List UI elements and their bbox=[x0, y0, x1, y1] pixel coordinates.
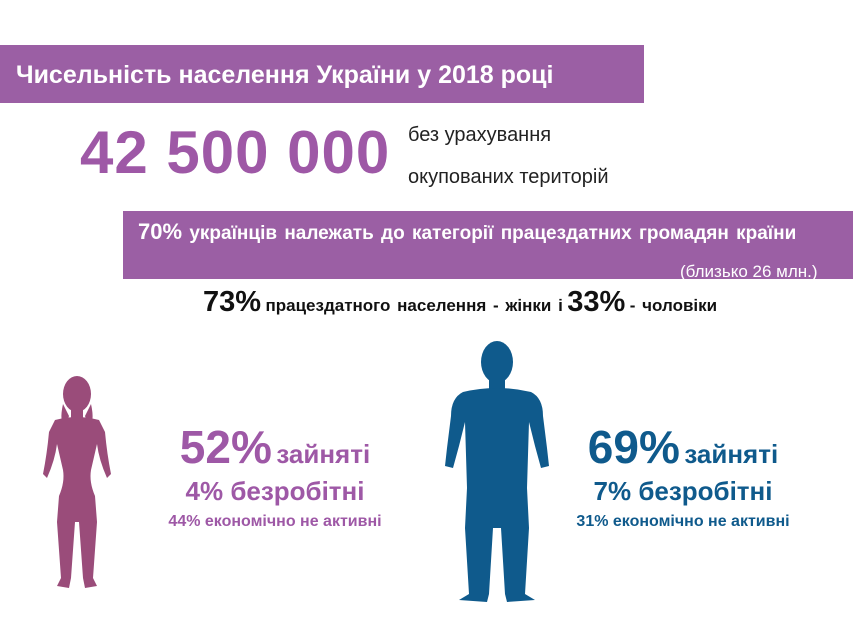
women-employed-percent: 52% bbox=[179, 421, 272, 473]
title-banner bbox=[0, 45, 644, 103]
men-employed-label: зайняті bbox=[684, 439, 779, 469]
page-title: Чисельність населення України у 2018 роц… bbox=[16, 61, 554, 89]
women-share-percent: 73% bbox=[203, 286, 262, 318]
men-stats: 69% зайняті 7% безробітні 31% економічно… bbox=[548, 420, 818, 531]
men-share-text: - чоловіки bbox=[629, 296, 718, 315]
men-employed-percent: 69% bbox=[587, 421, 680, 473]
population-note-line2: окупованих територій bbox=[408, 166, 609, 188]
women-stats: 52% зайняті 4% безробітні 44% економічно… bbox=[140, 420, 410, 531]
men-share-percent: 33% bbox=[567, 286, 626, 318]
gender-share-line: 73% працездатного населення - жінки і 33… bbox=[203, 286, 717, 319]
men-inactive: 31% економічно не активні bbox=[576, 513, 790, 530]
men-unemployed: 7% безробітні bbox=[593, 476, 773, 506]
woman-silhouette-icon bbox=[43, 376, 111, 588]
man-silhouette-icon bbox=[445, 341, 549, 602]
population-number: 42 500 000 bbox=[80, 119, 391, 186]
women-unemployed: 4% безробітні bbox=[185, 476, 365, 506]
women-inactive: 44% економічно не активні bbox=[168, 513, 382, 530]
able-bodied-text: українців належать до категорії працезда… bbox=[189, 223, 797, 244]
able-bodied-percent: 70% bbox=[138, 219, 183, 244]
able-bodied-approx: (близько 26 млн.) bbox=[680, 262, 818, 279]
population-note-line1: без урахування bbox=[408, 124, 552, 146]
women-employed-label: зайняті bbox=[276, 439, 371, 469]
women-share-text: працездатного населення - жінки і bbox=[265, 296, 563, 315]
able-bodied-banner bbox=[123, 211, 853, 279]
able-bodied-statement: 70% українців належать до категорії прац… bbox=[138, 219, 796, 245]
